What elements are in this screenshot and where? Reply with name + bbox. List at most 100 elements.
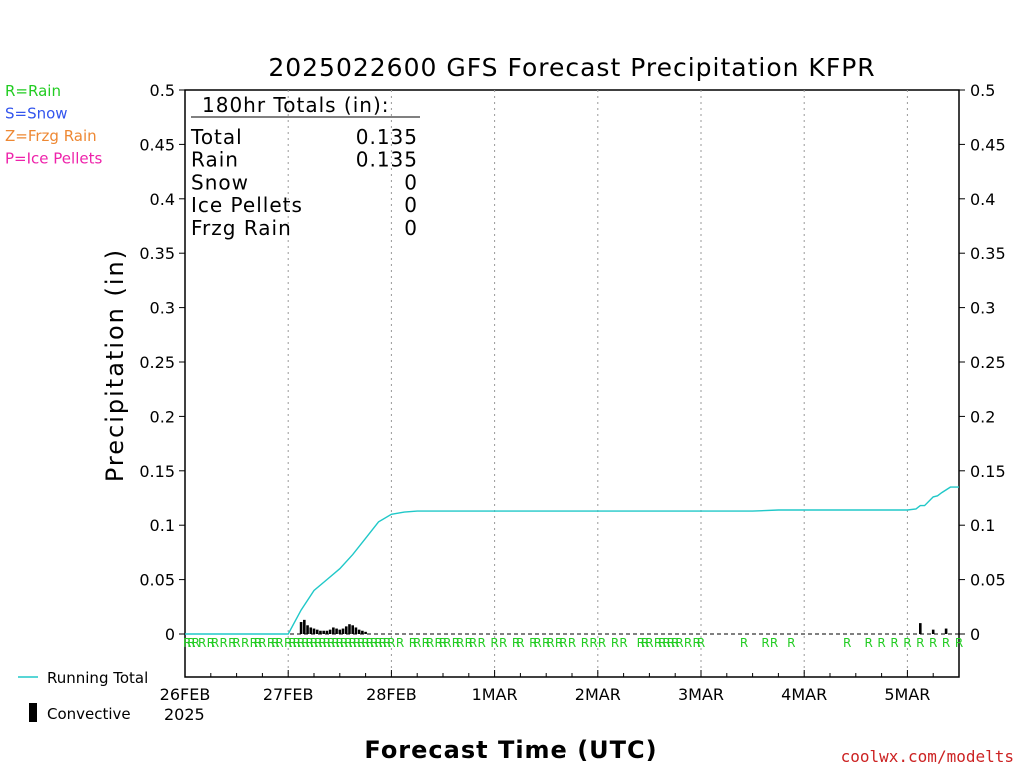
ptype-marker: R xyxy=(267,636,275,650)
ptype-marker: R xyxy=(637,636,645,650)
ptype-marker: R xyxy=(383,636,391,650)
ptype-marker: R xyxy=(258,636,266,650)
ptype-marker: R xyxy=(297,636,305,650)
ptype-marker: R xyxy=(228,636,236,650)
ptype-marker: R xyxy=(241,636,249,650)
convective-bar xyxy=(303,619,306,634)
ptype-marker: R xyxy=(198,636,206,650)
convective-bar xyxy=(931,629,935,634)
ptype-marker: R xyxy=(654,636,662,650)
x-tick-label: 5MAR xyxy=(884,685,930,704)
convective-bar xyxy=(351,625,354,634)
x-tick-label: 28FEB xyxy=(366,685,417,704)
ptype-marker: R xyxy=(770,636,778,650)
convective-bar xyxy=(322,630,325,634)
totals-row-label: Total xyxy=(190,125,243,149)
ptype-marker: R xyxy=(533,636,541,650)
ptype-marker: R xyxy=(843,636,851,650)
y-tick-label-left: 0 xyxy=(165,625,175,644)
ptype-marker: R xyxy=(439,636,447,650)
ptype-marker: R xyxy=(761,636,769,650)
convective-legend-swatch xyxy=(29,703,37,722)
ptype-marker: R xyxy=(301,636,309,650)
ptype-marker: R xyxy=(396,636,404,650)
ptype-marker: R xyxy=(916,636,924,650)
ptype-marker: R xyxy=(192,636,200,650)
x-tick-label: 2MAR xyxy=(575,685,621,704)
convective-bar xyxy=(341,628,345,634)
ptype-marker: R xyxy=(284,636,292,650)
ptype-marker: R xyxy=(422,636,430,650)
ptype-marker: R xyxy=(529,636,537,650)
ptype-marker: R xyxy=(581,636,589,650)
ptype-marker: R xyxy=(250,636,258,650)
ptype-marker: R xyxy=(293,636,301,650)
ptype-marker: R xyxy=(611,636,619,650)
convective-bar xyxy=(312,628,316,634)
ptype-marker: R xyxy=(310,636,318,650)
x-tick-label: 26FEB xyxy=(160,685,211,704)
y-tick-label-right: 0.4 xyxy=(970,190,995,209)
ptype-marker: R xyxy=(865,636,873,650)
ptype-marker: R xyxy=(318,636,326,650)
ptype-marker: R xyxy=(512,636,520,650)
ptype-legend-item: Z=Frzg Rain xyxy=(5,127,97,145)
grid-lines xyxy=(185,90,959,677)
ptype-marker: R xyxy=(366,636,374,650)
ptype-marker: R xyxy=(490,636,498,650)
ptype-marker: R xyxy=(254,636,262,650)
ptype-marker: R xyxy=(675,636,683,650)
y-tick-label-left: 0.15 xyxy=(139,462,175,481)
y-tick-label-right: 0.1 xyxy=(970,516,995,535)
ptype-marker: R xyxy=(183,636,191,650)
ptype-marker: R xyxy=(349,636,357,650)
series-legend: Running Total Convective xyxy=(18,669,148,723)
convective-bar xyxy=(361,630,364,634)
ptype-marker: R xyxy=(370,636,378,650)
totals-row-label: Ice Pellets xyxy=(191,193,303,217)
convective-bar xyxy=(309,627,313,634)
ptype-marker: R xyxy=(890,636,898,650)
ptype-marker: R xyxy=(955,636,963,650)
ptype-marker: R xyxy=(598,636,606,650)
y-tick-label-left: 0.1 xyxy=(150,516,175,535)
convective-bar xyxy=(357,629,361,634)
x-tick-label: 27FEB xyxy=(263,685,314,704)
ptype-marker: R xyxy=(671,636,679,650)
ptype-marker: R xyxy=(353,636,361,650)
y-tick-label-left: 0.2 xyxy=(150,407,175,426)
ptype-marker: R xyxy=(877,636,885,650)
totals-row-value: 0 xyxy=(404,216,418,240)
ptype-marker: R xyxy=(619,636,627,650)
convective-bar xyxy=(306,625,309,634)
ptype-marker: R xyxy=(456,636,464,650)
y-tick-label-right: 0.45 xyxy=(970,135,1006,154)
convective-bar xyxy=(299,622,303,634)
totals-header: 180hr Totals (in): xyxy=(202,93,390,117)
ptype-marker: R xyxy=(288,636,296,650)
plot-frame xyxy=(184,89,960,678)
ptype-marker: R xyxy=(374,636,382,650)
y-tick-label-right: 0.15 xyxy=(970,462,1006,481)
ptype-marker: R xyxy=(559,636,567,650)
x-axis-ticks: 26FEB 27FEB 28FEB 1MAR 2MAR 3MAR 4MAR 5MAR xyxy=(160,670,934,704)
convective-bar xyxy=(944,628,948,634)
ptype-marker: R xyxy=(271,636,279,650)
y-tick-label-left: 0.35 xyxy=(139,244,175,263)
ptype-marker: R xyxy=(220,636,228,650)
ptype-marker: R xyxy=(693,636,701,650)
ptype-marker: R xyxy=(435,636,443,650)
convective-bar xyxy=(919,623,922,634)
y-tick-label-left: 0.45 xyxy=(139,135,175,154)
convective-bar xyxy=(319,630,322,634)
ptype-marker: R xyxy=(409,636,417,650)
ptype-marker: R xyxy=(641,636,649,650)
convective-bar xyxy=(348,624,351,634)
ptype-marker: R xyxy=(187,636,195,650)
ptype-marker: R xyxy=(232,636,240,650)
ptype-marker: R xyxy=(542,636,550,650)
ptype-marker: R xyxy=(658,636,666,650)
ptype-marker: R xyxy=(465,636,473,650)
x-year-label: 2025 xyxy=(164,705,205,724)
